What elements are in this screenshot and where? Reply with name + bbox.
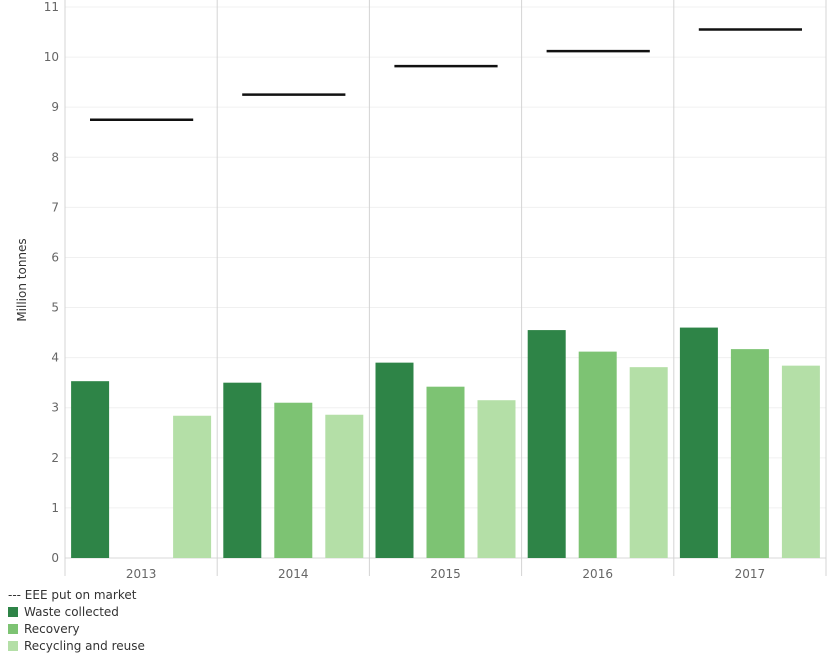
bar-recycling-reuse-2016 <box>629 367 668 558</box>
y-tick-label: 2 <box>51 451 59 465</box>
bar-recycling-reuse-2014 <box>325 414 364 558</box>
bar-recycling-reuse-2013 <box>173 415 212 558</box>
x-tick-label: 2016 <box>582 567 613 581</box>
legend-swatch-waste-collected <box>8 606 18 617</box>
y-tick-label: 6 <box>51 250 59 264</box>
x-tick-label: 2014 <box>278 567 309 581</box>
y-tick-label: 4 <box>51 351 59 365</box>
y-tick-label: 0 <box>51 551 59 565</box>
bar-recycling-reuse-2015 <box>477 400 516 558</box>
y-tick-label: 1 <box>51 501 59 515</box>
y-tick-label: 5 <box>51 301 59 315</box>
legend-item-waste-collected: Waste collected <box>8 603 145 620</box>
eee-lines <box>90 28 802 121</box>
bar-recycling-reuse-2017 <box>781 365 820 558</box>
y-tick-label: 3 <box>51 401 59 415</box>
bar-waste-collected-2014 <box>223 382 262 558</box>
y-tick-label: 7 <box>51 200 59 214</box>
x-tick-label: 2017 <box>735 567 766 581</box>
legend: --- EEE put on market Waste collected Re… <box>8 586 145 654</box>
legend-label-recovery: Recovery <box>24 621 80 636</box>
y-tick-label: 11 <box>44 0 59 14</box>
bar-recovery-2016 <box>578 351 617 558</box>
y-tick-label: 8 <box>51 150 59 164</box>
bar-waste-collected-2013 <box>71 381 110 558</box>
bar-waste-collected-2015 <box>375 362 414 558</box>
x-tick-label: 2015 <box>430 567 461 581</box>
legend-item-recovery: Recovery <box>8 620 145 637</box>
y-axis-ticks: 0 1 2 3 4 5 6 7 8 9 10 11 <box>44 0 59 565</box>
legend-label-waste-collected: Waste collected <box>24 604 119 619</box>
bar-waste-collected-2016 <box>527 330 566 558</box>
bar-recovery-2014 <box>274 402 313 558</box>
legend-swatch-recycling-reuse <box>8 640 18 651</box>
legend-label-eee: --- EEE put on market <box>8 587 137 602</box>
x-tick-label: 2013 <box>126 567 157 581</box>
y-tick-label: 9 <box>51 100 59 114</box>
bar-recovery-2015 <box>426 386 465 558</box>
bar-recovery-2017 <box>730 349 769 558</box>
bar-waste-collected-2017 <box>679 327 718 558</box>
y-tick-label: 10 <box>44 50 59 64</box>
legend-item-recycling-reuse: Recycling and reuse <box>8 637 145 654</box>
category-panels <box>64 0 827 576</box>
legend-item-eee: --- EEE put on market <box>8 586 145 603</box>
legend-swatch-recovery <box>8 623 18 634</box>
legend-label-recycling-reuse: Recycling and reuse <box>24 638 145 653</box>
x-axis-ticks: 2013 2014 2015 2016 2017 <box>126 567 765 581</box>
bars <box>71 327 820 558</box>
y-axis-label: Million tonnes <box>15 238 29 321</box>
